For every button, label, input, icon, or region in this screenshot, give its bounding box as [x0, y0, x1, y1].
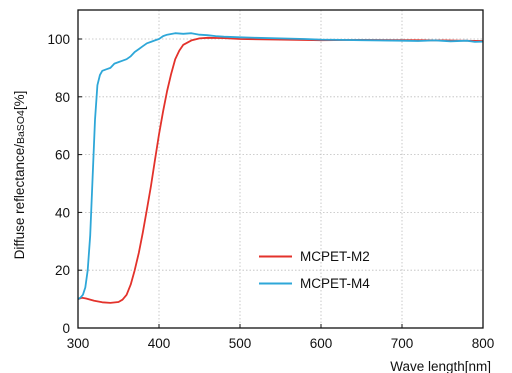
y-tick-label: 60: [55, 148, 70, 163]
y-axis-label-main: Diffuse reflectance/: [12, 144, 27, 260]
x-tick-label: 500: [229, 336, 252, 351]
legend-label-mcpet-m4: MCPET-M4: [300, 276, 370, 291]
y-tick-label: 80: [55, 90, 70, 105]
x-tick-label: 400: [148, 336, 171, 351]
series-line-mcpet-m4: [77, 32, 484, 300]
y-tick-label: 20: [55, 263, 70, 278]
tick-layer: 300 400 500 600 700 800 0 20 40 60 80 100: [47, 32, 494, 351]
legend: MCPET-M2 MCPET-M4: [259, 249, 370, 291]
x-tick-label: 800: [472, 336, 495, 351]
y-tick-label: 40: [55, 205, 70, 220]
y-axis-label-sub: BaSO4: [15, 110, 27, 144]
x-axis-label: Wave length[nm]: [390, 359, 491, 373]
y-tick-label: 0: [62, 321, 70, 336]
series-layer: [77, 32, 484, 304]
series-line-mcpet-m2: [77, 36, 484, 304]
y-tick-label: 100: [47, 32, 70, 47]
y-axis-label-unit: [%]: [12, 91, 27, 111]
x-tick-label: 600: [310, 336, 333, 351]
grid-layer: [78, 10, 483, 328]
plot-frame: [77, 9, 484, 329]
x-tick-label: 300: [67, 336, 90, 351]
legend-label-mcpet-m2: MCPET-M2: [300, 249, 370, 264]
y-axis-label: Diffuse reflectance/BaSO4[%]: [12, 91, 27, 260]
x-tick-label: 700: [391, 336, 414, 351]
